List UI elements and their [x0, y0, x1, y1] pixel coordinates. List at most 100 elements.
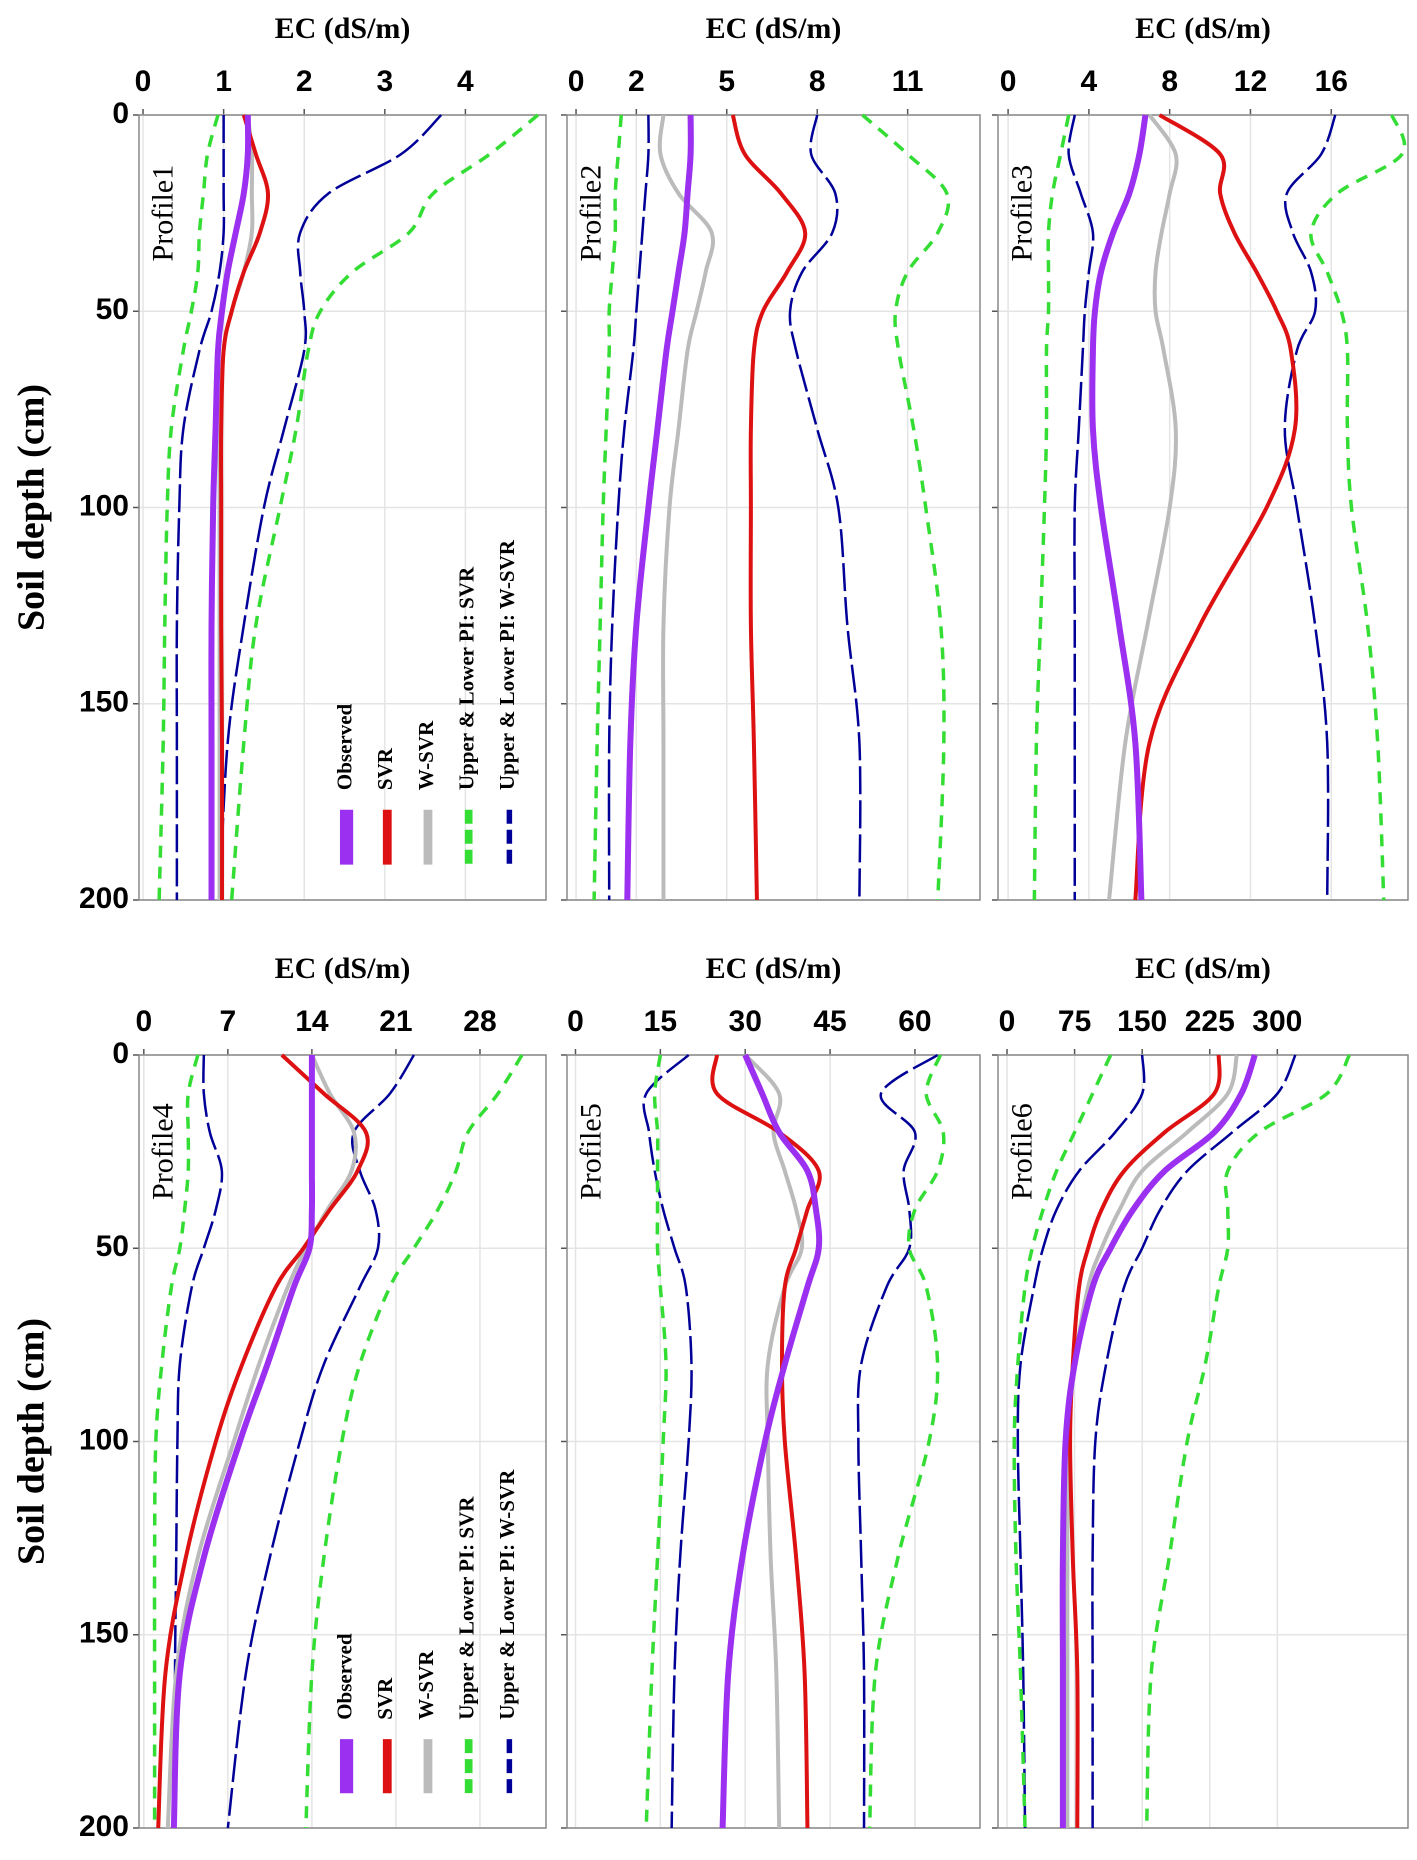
x-tick-label: 4 — [1081, 65, 1098, 98]
x-tick-label: 60 — [898, 1005, 931, 1038]
x-tick-label: 225 — [1185, 1005, 1235, 1038]
y-tick-label: 150 — [79, 1617, 129, 1650]
profile-line — [719, 1053, 823, 1829]
profile-line — [861, 113, 951, 901]
profile-line — [157, 114, 220, 901]
x-tick-label: 1 — [215, 65, 232, 98]
profile-line — [657, 114, 716, 900]
x-tick-label: 300 — [1252, 1005, 1302, 1038]
panel-label: Profile6 — [1006, 1103, 1039, 1200]
legend: Observed SVR W-SVR Upper & Lower PI: SVR Upp… — [332, 1469, 519, 1794]
plot-frame — [138, 114, 547, 901]
panel: 0 15 30 45 60 EC (dS/m) Profile5 — [561, 952, 981, 1829]
profile-line — [1065, 1054, 1239, 1828]
x-tick-label: 150 — [1117, 1005, 1167, 1038]
x-tick-label: 0 — [135, 65, 152, 98]
x-tick-label: 7 — [219, 1005, 236, 1038]
profile-line — [1016, 1054, 1146, 1829]
y-tick-label: 100 — [79, 489, 129, 522]
y-axis-title: Soil depth (cm) — [11, 384, 53, 631]
profile-line — [788, 114, 862, 901]
profile-line — [1089, 114, 1149, 901]
y-axis-title: Soil depth (cm) — [11, 1318, 53, 1565]
legend-label: Observed — [332, 1633, 356, 1720]
x-tick-label: 21 — [379, 1005, 412, 1038]
legend-label: Upper & Lower PI: W-SVR — [495, 1469, 519, 1720]
plot-frame — [997, 1054, 1409, 1829]
profile-line — [1133, 113, 1299, 901]
legend-label: W-SVR — [414, 720, 438, 790]
legend-label: Upper & Lower PI: W-SVR — [495, 539, 519, 790]
x-tick-label: 5 — [718, 65, 735, 98]
x-axis-title: EC (dS/m) — [275, 952, 411, 985]
panel: 0 1 2 3 4 0 50 100 150 200 EC (dS/m) Soil depth (cm… — [11, 12, 547, 915]
panel: 0 75 150 225 300 EC (dS/m) Profile6 — [992, 952, 1409, 1829]
panel: 0 4 8 12 16 EC (dS/m) Profile3 — [992, 12, 1409, 901]
legend-label: SVR — [373, 1677, 397, 1720]
panel-label: Profile3 — [1006, 165, 1039, 262]
profile-line — [173, 1054, 224, 1829]
profile-line — [165, 1054, 358, 1829]
y-tick-label: 150 — [79, 686, 129, 719]
profile-line — [156, 1053, 370, 1829]
x-tick-label: 4 — [457, 65, 474, 98]
profile-line — [226, 1054, 415, 1829]
profile-line — [607, 114, 650, 901]
profile-line — [218, 114, 443, 901]
panel-label: Profile1 — [146, 165, 179, 262]
profile-line — [304, 1054, 524, 1829]
x-tick-label: 0 — [135, 1005, 152, 1038]
profile-line — [592, 114, 624, 901]
profile-line — [229, 113, 540, 901]
profile-line — [642, 1054, 693, 1829]
plot-frame — [566, 1054, 981, 1829]
x-tick-label: 0 — [567, 1005, 584, 1038]
y-tick-label: 100 — [79, 1423, 129, 1456]
x-axis-title: EC (dS/m) — [706, 952, 842, 985]
x-tick-label: 45 — [813, 1005, 846, 1038]
legend-label: Observed — [332, 703, 356, 790]
x-tick-label: 0 — [1000, 65, 1017, 98]
panel: 0 2 5 8 11 EC (dS/m) Profile2 — [561, 12, 981, 901]
profile-line — [208, 114, 252, 900]
y-tick-label: 200 — [79, 882, 129, 915]
legend: Observed SVR W-SVR Upper & Lower PI: SVR Upp… — [332, 539, 519, 865]
profile-line — [1059, 1054, 1258, 1828]
panel-label: Profile5 — [575, 1103, 608, 1200]
profile-line — [170, 1055, 316, 1829]
profile-line — [1309, 114, 1407, 901]
y-tick-label: 50 — [96, 293, 129, 326]
x-tick-label: 0 — [999, 1005, 1016, 1038]
legend-label: W-SVR — [414, 1650, 438, 1720]
x-tick-label: 0 — [568, 65, 585, 98]
x-tick-label: 8 — [1161, 65, 1178, 98]
x-tick-label: 3 — [376, 65, 393, 98]
plot-frame — [138, 1054, 547, 1829]
plot-frame — [566, 114, 981, 901]
x-tick-label: 8 — [809, 65, 826, 98]
profile-line — [1012, 1054, 1113, 1829]
x-tick-label: 15 — [644, 1005, 677, 1038]
profile-line — [152, 1054, 200, 1828]
profile-line — [644, 1054, 668, 1829]
legend-label: Upper & Lower PI: SVR — [454, 1496, 478, 1720]
x-tick-label: 30 — [729, 1005, 762, 1038]
panel-label: Profile4 — [146, 1103, 179, 1200]
profile-line — [1107, 113, 1179, 901]
profile-line — [867, 1054, 946, 1829]
profile-line — [1067, 114, 1095, 900]
y-tick-label: 0 — [112, 1037, 129, 1070]
profile-line — [856, 1053, 939, 1829]
legend-label: Upper & Lower PI: SVR — [454, 566, 478, 790]
x-tick-label: 75 — [1058, 1005, 1091, 1038]
x-tick-label: 28 — [463, 1005, 496, 1038]
x-axis-title: EC (dS/m) — [1135, 12, 1271, 45]
legend-label: SVR — [373, 747, 397, 790]
x-tick-label: 2 — [628, 65, 645, 98]
profile-line — [1283, 114, 1337, 901]
y-tick-label: 200 — [79, 1810, 129, 1843]
profile-line — [1144, 1054, 1351, 1829]
x-axis-title: EC (dS/m) — [1135, 952, 1271, 985]
profile-line — [624, 114, 694, 901]
